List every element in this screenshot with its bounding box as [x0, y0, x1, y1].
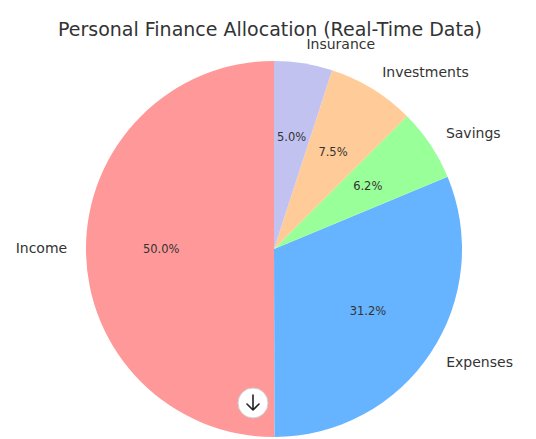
chart-title: Personal Finance Allocation (Real-Time D…	[58, 18, 482, 40]
data-label: 5.0%	[277, 130, 306, 144]
category-label: Income	[16, 240, 68, 256]
category-label: Expenses	[446, 354, 513, 370]
slices	[86, 61, 462, 437]
data-label: 50.0%	[143, 242, 180, 256]
scroll-button-bg	[238, 388, 268, 418]
data-label: 7.5%	[318, 145, 347, 159]
category-label: Insurance	[306, 36, 375, 52]
chart: Personal Finance Allocation (Real-Time D…	[0, 0, 536, 439]
category-label: Investments	[382, 64, 469, 80]
pie-slice	[86, 61, 275, 437]
labels: Income 50.0% Expenses 31.2% Savings 6.2% Inves…	[16, 36, 513, 371]
data-label: 31.2%	[350, 304, 387, 318]
scroll-arrow	[247, 395, 259, 410]
data-label: 6.2%	[353, 179, 382, 193]
scroll-button[interactable]	[238, 388, 268, 418]
category-label: Savings	[446, 125, 501, 141]
